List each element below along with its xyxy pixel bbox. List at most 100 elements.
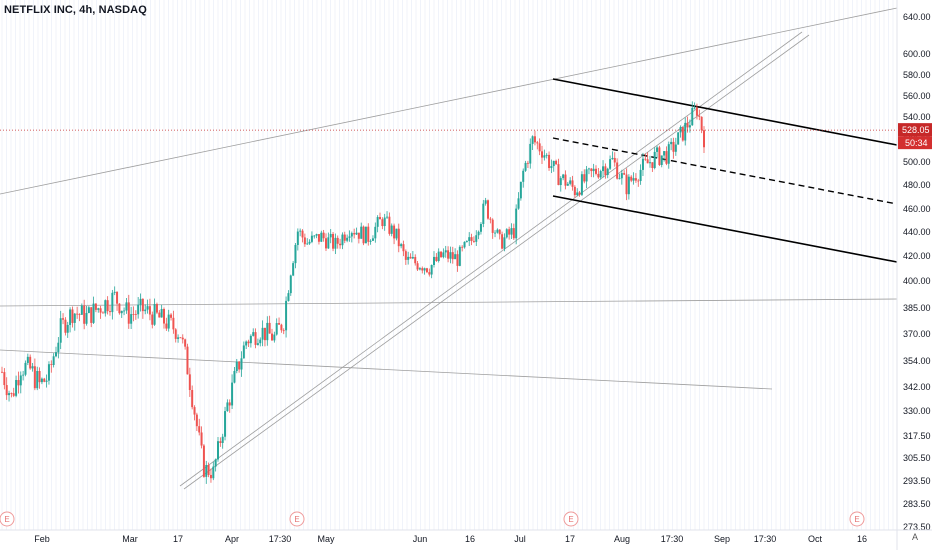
candle bbox=[1, 366, 3, 374]
price-tick-label: 330.00 bbox=[903, 406, 931, 416]
candle bbox=[404, 249, 407, 265]
candle bbox=[454, 248, 457, 260]
candle bbox=[700, 116, 703, 134]
time-tick-label: Aug bbox=[614, 534, 630, 544]
time-tick-label: Apr bbox=[225, 534, 239, 544]
candle bbox=[334, 233, 337, 255]
candle bbox=[170, 313, 173, 321]
candle bbox=[249, 334, 252, 348]
candle bbox=[475, 230, 478, 247]
earnings-marker[interactable]: E bbox=[563, 511, 579, 527]
earnings-marker[interactable]: E bbox=[0, 511, 15, 527]
horizontal-level-line[interactable] bbox=[0, 298, 898, 307]
candle bbox=[573, 185, 576, 198]
candle bbox=[604, 163, 607, 179]
candle bbox=[524, 160, 527, 172]
candle bbox=[491, 218, 494, 239]
candle bbox=[595, 165, 597, 176]
drawn-trendlines[interactable] bbox=[0, 7, 898, 490]
candle bbox=[343, 231, 346, 244]
time-axis[interactable]: Feb Mar 17 Apr 17:30 May Jun 16 Jul 17 Aug 17:30 Sep… bbox=[0, 529, 932, 544]
channel-lower-line[interactable] bbox=[552, 195, 898, 263]
candle bbox=[407, 251, 410, 265]
candle bbox=[677, 132, 680, 145]
candle bbox=[526, 160, 529, 168]
candle bbox=[442, 248, 445, 259]
candle bbox=[634, 173, 637, 183]
candle bbox=[627, 174, 630, 200]
earnings-marker[interactable]: E bbox=[849, 511, 865, 527]
candle bbox=[421, 266, 424, 274]
candle bbox=[78, 313, 81, 322]
candle bbox=[590, 168, 593, 178]
candle bbox=[395, 228, 398, 241]
resistance-trendline[interactable] bbox=[0, 7, 898, 195]
price-tick-label: 385.00 bbox=[903, 303, 931, 313]
candle bbox=[207, 462, 210, 478]
support-trendline[interactable] bbox=[0, 349, 773, 390]
candle bbox=[320, 230, 323, 242]
candle bbox=[578, 190, 581, 197]
candle bbox=[254, 328, 257, 349]
candle bbox=[127, 294, 130, 329]
candle bbox=[515, 204, 518, 245]
candle bbox=[522, 168, 525, 188]
candle bbox=[43, 377, 46, 383]
candle bbox=[484, 197, 487, 206]
candle bbox=[477, 230, 480, 240]
candle bbox=[672, 137, 675, 159]
candle bbox=[289, 274, 292, 296]
candle bbox=[92, 296, 95, 325]
candle bbox=[292, 261, 295, 277]
candle bbox=[327, 232, 330, 249]
candle bbox=[339, 238, 342, 249]
chart-grid bbox=[1, 0, 894, 530]
price-tick-label: 500.00 bbox=[903, 157, 931, 167]
candle bbox=[576, 188, 579, 197]
candle bbox=[545, 153, 548, 159]
candle bbox=[137, 297, 140, 319]
candle bbox=[505, 228, 508, 239]
candle bbox=[357, 232, 360, 244]
candle bbox=[371, 235, 374, 241]
candle bbox=[71, 306, 74, 328]
candle bbox=[555, 159, 558, 165]
candle bbox=[238, 361, 241, 373]
candle bbox=[400, 242, 403, 249]
candle bbox=[644, 153, 647, 161]
candle bbox=[639, 164, 642, 185]
candle bbox=[322, 229, 325, 242]
candle bbox=[202, 444, 205, 478]
price-axis[interactable]: 640.00600.00580.00560.00540.00520.00500.… bbox=[896, 0, 932, 550]
candle bbox=[562, 173, 565, 181]
candle bbox=[437, 248, 440, 263]
bar-countdown-label: 50:34 bbox=[898, 136, 932, 150]
candle bbox=[468, 232, 471, 247]
time-tick-label: Sep bbox=[714, 534, 730, 544]
candle bbox=[456, 250, 459, 272]
candle bbox=[263, 327, 266, 347]
candle bbox=[87, 305, 90, 314]
earnings-marker[interactable]: E bbox=[289, 511, 305, 527]
candle bbox=[703, 126, 705, 154]
channel-mid-line[interactable] bbox=[552, 137, 898, 205]
rising-parallel-line-b[interactable] bbox=[183, 34, 810, 490]
last-price-label: 528.05 bbox=[898, 123, 932, 137]
candle bbox=[259, 337, 262, 347]
candle bbox=[57, 337, 60, 359]
candle bbox=[418, 267, 421, 271]
candle bbox=[679, 125, 682, 138]
candle bbox=[15, 375, 18, 398]
auto-scale-button[interactable]: A bbox=[912, 532, 919, 542]
candle bbox=[390, 223, 393, 237]
time-tick-label: 17 bbox=[173, 534, 183, 544]
price-tick-label: 317.50 bbox=[903, 431, 931, 441]
candle bbox=[5, 377, 8, 400]
candle bbox=[287, 290, 290, 302]
channel-upper-line[interactable] bbox=[552, 78, 898, 146]
candle bbox=[386, 211, 389, 219]
price-tick-label: 420.00 bbox=[903, 251, 931, 261]
candle bbox=[205, 460, 208, 484]
